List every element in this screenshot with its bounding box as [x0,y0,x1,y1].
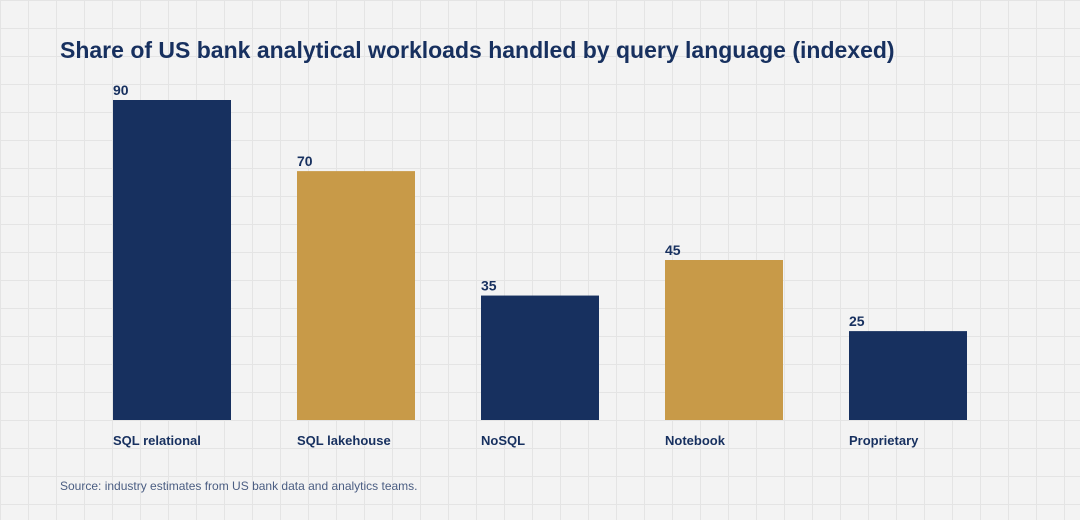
bars-group [113,100,967,420]
bar-1 [297,171,415,420]
bar-0 [113,100,231,420]
bar-value-label-1: 70 [297,153,313,169]
bar-value-label-2: 35 [481,278,497,294]
source-note: Source: industry estimates from US bank … [60,479,418,493]
category-label-4: Proprietary [849,433,919,448]
bar-3 [665,260,783,420]
value-labels-group: 90 70 35 45 25 [113,82,865,329]
category-labels-group: SQL relational SQL lakehouse NoSQL Notebook… [113,433,919,448]
category-label-2: NoSQL [481,433,525,448]
bar-value-label-3: 45 [665,242,681,258]
category-label-0: SQL relational [113,433,201,448]
bar-value-label-4: 25 [849,313,865,329]
category-label-1: SQL lakehouse [297,433,391,448]
bar-4 [849,331,967,420]
bar-value-label-0: 90 [113,82,129,98]
chart-title: Share of US bank analytical workloads ha… [60,37,895,63]
category-label-3: Notebook [665,433,726,448]
bar-2 [481,295,599,420]
